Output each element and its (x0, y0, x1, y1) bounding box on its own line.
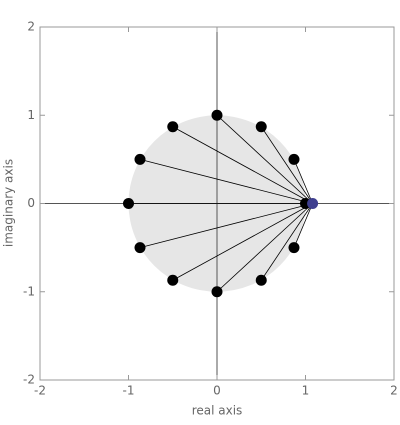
y-tick-label: -2 (23, 373, 35, 387)
connector (260, 126, 313, 204)
connector (216, 203, 313, 293)
y-tick-label: -1 (23, 284, 35, 298)
root-point (211, 286, 223, 298)
root-point (288, 153, 300, 165)
root-point (288, 242, 300, 254)
root-point (123, 198, 134, 209)
hub-point (307, 198, 319, 209)
connector (293, 159, 313, 204)
connector (172, 126, 313, 204)
y-axis-label: imaginary axis (2, 159, 16, 247)
connector (172, 203, 313, 281)
connector (216, 114, 313, 204)
y-tick-label: 1 (27, 108, 35, 122)
connector (139, 203, 313, 249)
connector (139, 158, 313, 204)
root-point (255, 274, 267, 286)
x-tick-label: -1 (123, 384, 135, 398)
y-tick-label: 0 (27, 196, 35, 210)
root-point (167, 274, 179, 286)
x-tick-label: 2 (390, 384, 398, 398)
root-point (134, 242, 146, 254)
x-tick-label: 0 (213, 384, 221, 398)
connector (293, 203, 313, 248)
root-point (211, 109, 223, 121)
connector (260, 203, 313, 281)
root-point (134, 153, 146, 165)
root-point (167, 121, 179, 133)
x-tick-label: 1 (302, 384, 310, 398)
x-axis-label: real axis (192, 404, 243, 418)
y-tick-label: 2 (27, 20, 35, 34)
x-tick-label: -2 (34, 384, 46, 398)
root-point (255, 121, 267, 133)
